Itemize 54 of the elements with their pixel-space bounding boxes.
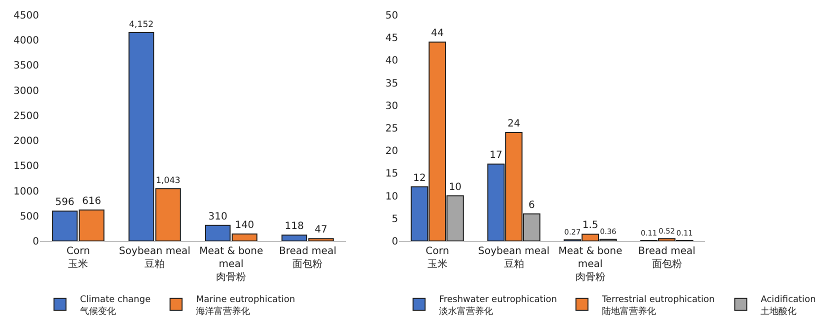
y-tick-label: 30 [385, 100, 398, 112]
data-label: 17 [490, 150, 502, 162]
x-tick-label: Bread meal 面包粉 [638, 246, 696, 270]
data-label: 0.36 [600, 227, 617, 236]
data-label: 596 [55, 197, 74, 208]
data-label: 140 [235, 220, 254, 231]
data-label: 10 [448, 182, 462, 193]
data-label: 0.52 [658, 226, 675, 236]
data-label: 0.27 [564, 228, 581, 237]
x-tick-label: Meat & bone meal 肉骨粉 [558, 246, 622, 283]
x-tick-label: Meat & bone meal 肉骨粉 [199, 246, 264, 283]
y-tick-label: 1500 [14, 161, 39, 172]
data-label: 4,152 [129, 20, 154, 30]
data-label: 0.11 [676, 228, 693, 238]
data-label: 1,043 [156, 176, 180, 186]
data-label: 44 [430, 28, 444, 40]
data-label: 0.11 [640, 228, 658, 238]
y-tick-label: 50 [385, 10, 398, 22]
legend-label: Climate change 气候变化 [80, 295, 152, 317]
y-tick-label: 4000 [14, 36, 39, 47]
y-tick-label: 40 [385, 56, 398, 67]
data-label: 24 [507, 118, 520, 130]
y-tick-label: 10 [385, 191, 398, 202]
legend-label: Acidification 土地酸化 [760, 295, 816, 317]
data-label: 6 [528, 200, 535, 211]
y-tick-label: 500 [20, 211, 39, 222]
data-label: 47 [314, 224, 328, 236]
y-tick-label: 3000 [14, 86, 39, 97]
y-tick-label: 5 [392, 214, 398, 225]
y-tick-label: 1000 [14, 186, 39, 198]
y-tick-label: 20 [385, 146, 398, 158]
y-tick-label: 45 [385, 33, 398, 44]
legend-label: Marine eutrophication 海洋富营养化 [196, 295, 296, 317]
y-tick-label: 2000 [14, 136, 39, 148]
x-tick-label: Soybean meal 豆粕 [119, 246, 190, 270]
legend-label: Freshwater eutrophication 淡水富营养化 [439, 295, 557, 317]
y-tick-label: 4500 [14, 10, 39, 22]
data-label: 118 [284, 221, 304, 232]
data-label: 12 [413, 172, 426, 184]
y-tick-label: 15 [385, 168, 398, 180]
y-tick-label: 3500 [14, 60, 39, 72]
data-label: 616 [82, 196, 102, 208]
legend-label: Terrestrial eutrophication 陆地富营养化 [600, 295, 715, 317]
data-label: 1.5 [582, 220, 598, 232]
y-tick-label: 2500 [14, 110, 39, 122]
data-label: 310 [208, 211, 228, 222]
x-tick-label: Corn 玉米 [426, 246, 450, 270]
x-tick-label: Bread meal 面包粉 [278, 246, 336, 270]
y-tick-label: 0 [392, 236, 398, 248]
y-tick-label: 35 [385, 78, 398, 90]
x-tick-label: Soybean meal 豆粕 [478, 246, 550, 270]
x-tick-label: Corn 玉米 [66, 246, 90, 270]
y-tick-label: 25 [385, 124, 398, 134]
y-tick-label: 0 [32, 236, 39, 248]
